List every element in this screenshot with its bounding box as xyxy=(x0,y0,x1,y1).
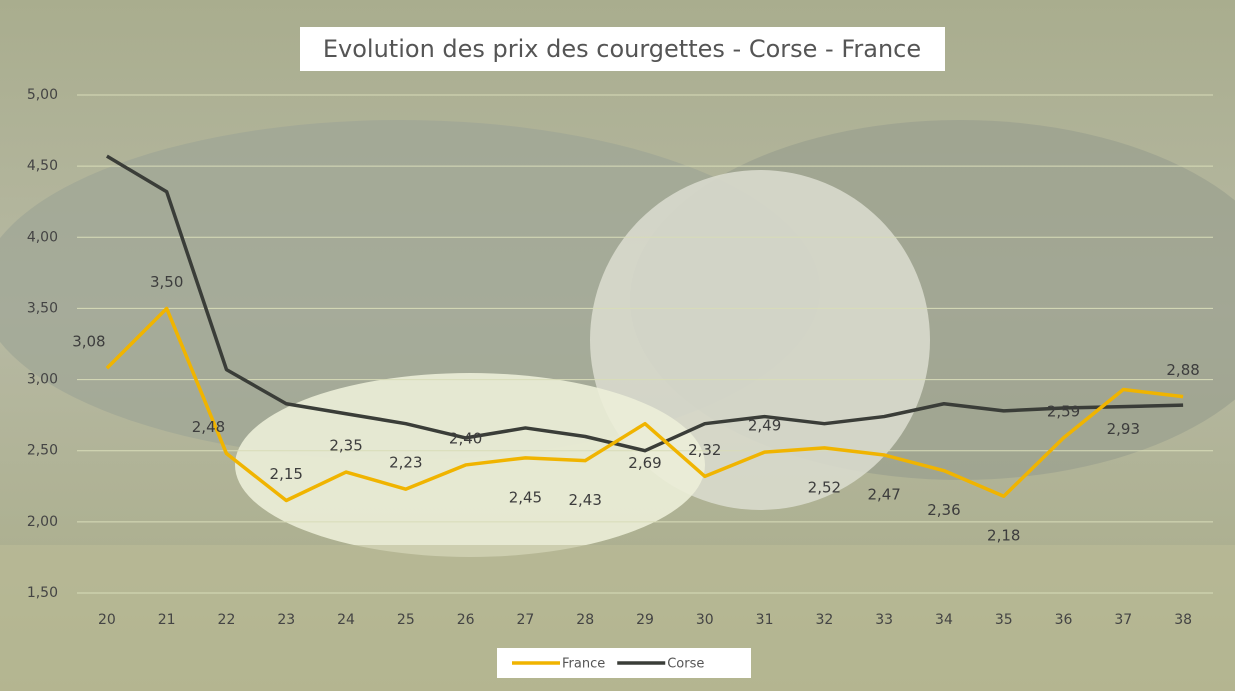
chart-title: Evolution des prix des courgettes - Cors… xyxy=(323,35,921,63)
data-label: 2,35 xyxy=(329,437,362,455)
x-tick-label: 35 xyxy=(995,612,1013,628)
x-tick-label: 36 xyxy=(1055,612,1073,628)
data-label: 2,43 xyxy=(569,491,602,509)
y-tick-label: 3,50 xyxy=(27,300,58,316)
x-tick-label: 27 xyxy=(517,612,535,628)
x-tick-label: 38 xyxy=(1174,612,1192,628)
legend-label: Corse xyxy=(667,657,704,672)
data-label: 2,47 xyxy=(867,485,900,503)
data-label: 3,50 xyxy=(150,273,183,291)
data-label: 2,36 xyxy=(927,501,960,519)
x-tick-label: 21 xyxy=(158,612,176,628)
data-label: 2,49 xyxy=(748,417,781,435)
x-tick-label: 23 xyxy=(277,612,295,628)
y-tick-label: 4,00 xyxy=(27,229,58,245)
x-tick-label: 32 xyxy=(815,612,833,628)
x-tick-label: 26 xyxy=(457,612,475,628)
data-label: 2,48 xyxy=(192,418,225,436)
y-tick-label: 1,50 xyxy=(27,585,58,601)
data-label: 2,69 xyxy=(628,454,661,472)
data-label: 2,45 xyxy=(509,488,542,506)
x-tick-label: 34 xyxy=(935,612,953,628)
x-tick-label: 28 xyxy=(576,612,594,628)
data-label: 2,40 xyxy=(449,429,482,447)
x-tick-label: 33 xyxy=(875,612,893,628)
data-label: 2,88 xyxy=(1166,361,1199,379)
chart: Evolution des prix des courgettes - Cors… xyxy=(0,0,1235,691)
legend-label: France xyxy=(562,657,605,672)
data-label: 2,23 xyxy=(389,454,422,472)
y-tick-label: 3,00 xyxy=(27,372,58,388)
x-tick-label: 20 xyxy=(98,612,116,628)
data-label: 2,15 xyxy=(270,465,303,483)
y-tick-label: 2,00 xyxy=(27,514,58,530)
data-label: 2,52 xyxy=(808,478,841,496)
x-tick-label: 31 xyxy=(756,612,774,628)
y-tick-label: 2,50 xyxy=(27,443,58,459)
x-tick-label: 25 xyxy=(397,612,415,628)
data-label: 3,08 xyxy=(72,333,105,351)
data-label: 2,93 xyxy=(1107,420,1140,438)
x-tick-label: 29 xyxy=(636,612,654,628)
x-tick-label: 37 xyxy=(1114,612,1132,628)
data-label: 2,18 xyxy=(987,527,1020,545)
data-label: 2,32 xyxy=(688,441,721,459)
y-tick-label: 5,00 xyxy=(27,87,58,103)
x-tick-label: 24 xyxy=(337,612,355,628)
x-tick-label: 22 xyxy=(218,612,236,628)
data-label: 2,59 xyxy=(1047,402,1080,420)
y-tick-label: 4,50 xyxy=(27,158,58,174)
x-tick-label: 30 xyxy=(696,612,714,628)
